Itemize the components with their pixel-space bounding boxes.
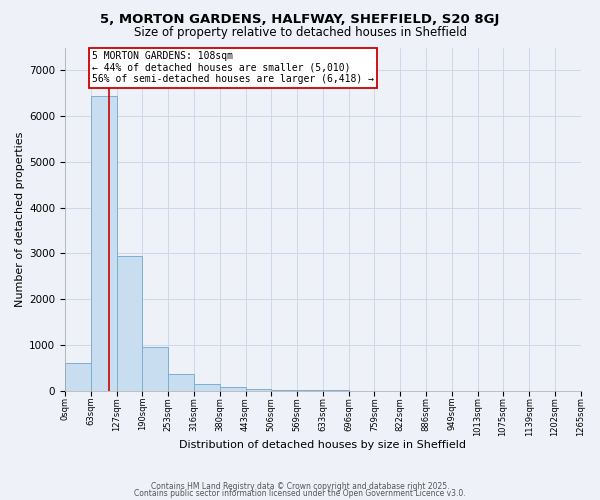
Bar	[65, 363, 91, 390]
Text: 5 MORTON GARDENS: 108sqm
← 44% of detached houses are smaller (5,010)
56% of sem: 5 MORTON GARDENS: 108sqm ← 44% of detach…	[92, 51, 374, 84]
Y-axis label: Number of detached properties: Number of detached properties	[15, 132, 25, 306]
Bar	[168, 374, 194, 390]
Text: Contains HM Land Registry data © Crown copyright and database right 2025.: Contains HM Land Registry data © Crown c…	[151, 482, 449, 491]
Text: Size of property relative to detached houses in Sheffield: Size of property relative to detached ho…	[133, 26, 467, 39]
X-axis label: Distribution of detached houses by size in Sheffield: Distribution of detached houses by size …	[179, 440, 466, 450]
Bar	[117, 256, 142, 390]
Text: Contains public sector information licensed under the Open Government Licence v3: Contains public sector information licen…	[134, 488, 466, 498]
Bar	[245, 389, 271, 390]
Bar	[91, 96, 117, 391]
Bar	[142, 347, 168, 391]
Text: 5, MORTON GARDENS, HALFWAY, SHEFFIELD, S20 8GJ: 5, MORTON GARDENS, HALFWAY, SHEFFIELD, S…	[100, 12, 500, 26]
Bar	[194, 384, 220, 390]
Bar	[220, 387, 245, 390]
